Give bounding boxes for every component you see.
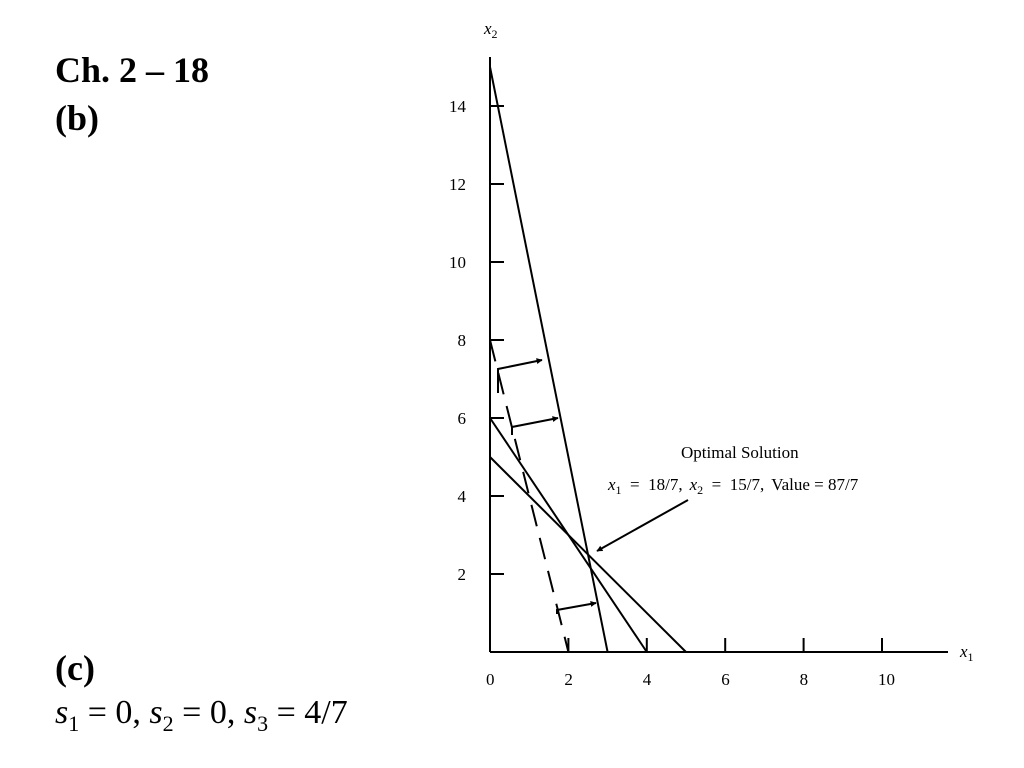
y-tick-label: 8 [458, 331, 467, 350]
constraint-line-solid [489, 66, 609, 653]
x-tick-label: 8 [800, 670, 809, 689]
s1-sub: 1 [68, 710, 80, 736]
y-tick-label: 10 [449, 253, 466, 272]
x-tick-label: 4 [643, 670, 652, 689]
y-axis-label-sub: 2 [492, 27, 498, 41]
slack-values: s1 = 0, s2 = 0, s3 = 4/7 [55, 696, 348, 735]
opt-x2-sub: 2 [697, 483, 703, 497]
x-tick-label: 0 [486, 670, 495, 689]
x-axis-label-sub: 1 [968, 650, 974, 664]
s2-var: s [149, 694, 163, 731]
opt-x1-var: x [607, 475, 616, 494]
x-axis-label: x1 [959, 642, 974, 664]
constraint-line-dashed [489, 339, 570, 653]
s1-var: s [55, 694, 69, 731]
optimal-solution-values: x1 = 18/7, x2 = 15/7, Value = 87/7 [607, 475, 859, 497]
s1-eq: = 0, [79, 694, 150, 731]
optimal-solution-title: Optimal Solution [681, 443, 799, 462]
y-tick-label: 14 [449, 97, 467, 116]
y-axis-label: x2 [483, 19, 498, 41]
direction-arrow-dashed [497, 358, 543, 393]
y-tick-label: 6 [458, 409, 467, 428]
direction-arrow-line-15-3 [556, 601, 597, 614]
part-c-label: (c) [55, 648, 95, 688]
constraint-line-solid [489, 456, 687, 653]
s3-eq: = 4/7 [268, 694, 348, 731]
y-tick-label: 12 [449, 175, 466, 194]
y-tick-label: 4 [458, 487, 467, 506]
y-axis-label-var: x [483, 19, 492, 38]
page-title: Ch. 2 – 18 [55, 50, 210, 90]
opt-x1-eq: = 18/7, [622, 475, 683, 494]
x-tick-label: 10 [878, 670, 895, 689]
part-b-label: (b) [55, 98, 99, 138]
opt-x1-sub: 1 [616, 483, 622, 497]
optimal-pointer-arrow [596, 499, 689, 552]
x-tick-label: 2 [564, 670, 573, 689]
opt-value: Value = 87/7 [771, 475, 859, 494]
y-tick-label: 2 [458, 565, 467, 584]
feasible-direction-arrows [497, 358, 597, 614]
s3-sub: 3 [257, 710, 269, 736]
s2-eq: = 0, [173, 694, 244, 731]
x-tick-label: 6 [721, 670, 730, 689]
x-axis-label-var: x [959, 642, 968, 661]
s3-var: s [243, 694, 258, 731]
direction-arrow-line-6-4 [511, 416, 559, 435]
constraint-lines [489, 66, 687, 653]
opt-x2-var: x [689, 475, 698, 494]
opt-x2-eq: = 15/7, [703, 475, 764, 494]
s2-sub: 2 [162, 710, 174, 736]
